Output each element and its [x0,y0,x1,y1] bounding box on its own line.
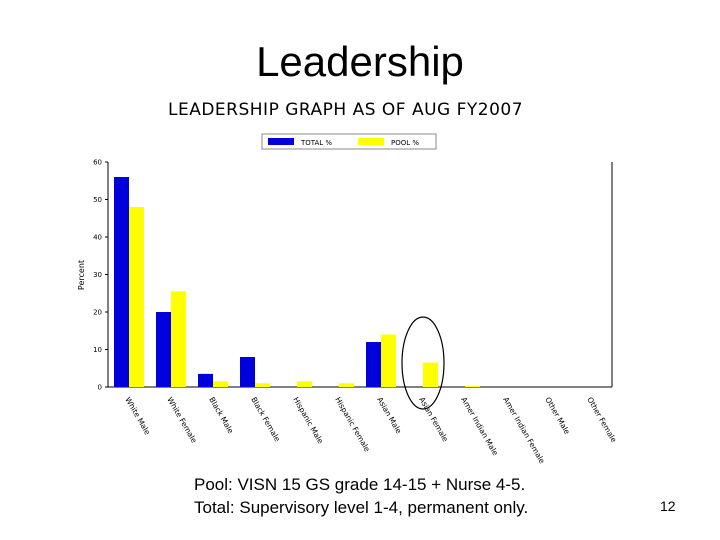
x-tick-label: Hispanic Male [291,396,325,446]
chart-title: LEADERSHIP GRAPH AS OF AUG FY2007 [168,100,524,120]
y-tick-label: 0 [98,384,102,392]
legend-swatch-total [268,138,294,145]
highlight-circle [401,316,445,410]
bar-pool [213,381,228,387]
page-number: 12 [660,498,676,514]
bar-total [114,177,129,387]
x-tick-label: Other Male [543,396,572,437]
x-tick-label: Amer Indian Male [459,396,500,458]
bar-total [240,357,255,387]
x-tick-label: Black Male [207,396,235,436]
x-tick-label: White Female [165,396,199,445]
legend-label-pool: POOL % [391,139,419,147]
y-tick-label: 50 [93,196,102,204]
bar-pool [465,385,480,387]
bar-pool [339,383,354,387]
legend-label-total: TOTAL % [300,139,332,147]
bar-pool [255,383,270,387]
bar-total [366,342,381,387]
bar-pool [171,291,186,387]
x-tick-label: Other Female [585,396,618,445]
legend-box [261,133,437,150]
bar-total [198,373,213,387]
x-tick-label: Asian Male [375,396,403,436]
y-tick-label: 10 [93,346,102,354]
y-tick-label: 40 [93,234,102,242]
bar-pool [381,334,396,387]
x-tick-label: Hispanic Female [333,396,372,454]
bar-pool [129,207,144,387]
bar-pool [423,362,438,387]
x-tick-label: Black Female [249,396,282,444]
y-tick-label: 20 [93,309,102,317]
y-tick-label: 60 [93,159,102,167]
x-tick-label: White Male [123,396,152,437]
legend-swatch-pool [358,138,384,145]
caption-line-total: Total: Supervisory level 1-4, permanent … [194,498,529,517]
y-axis-label: Percent [77,260,86,290]
x-tick-label: Amer Indian Female [501,396,547,466]
caption-line-pool: Pool: VISN 15 GS grade 14-15 + Nurse 4-5… [194,475,526,494]
caption: Pool: VISN 15 GS grade 14-15 + Nurse 4-5… [194,473,528,519]
bar-total [156,312,171,387]
bar-pool [297,381,312,387]
slide-title: Leadership [256,38,464,85]
y-tick-label: 30 [93,271,102,279]
